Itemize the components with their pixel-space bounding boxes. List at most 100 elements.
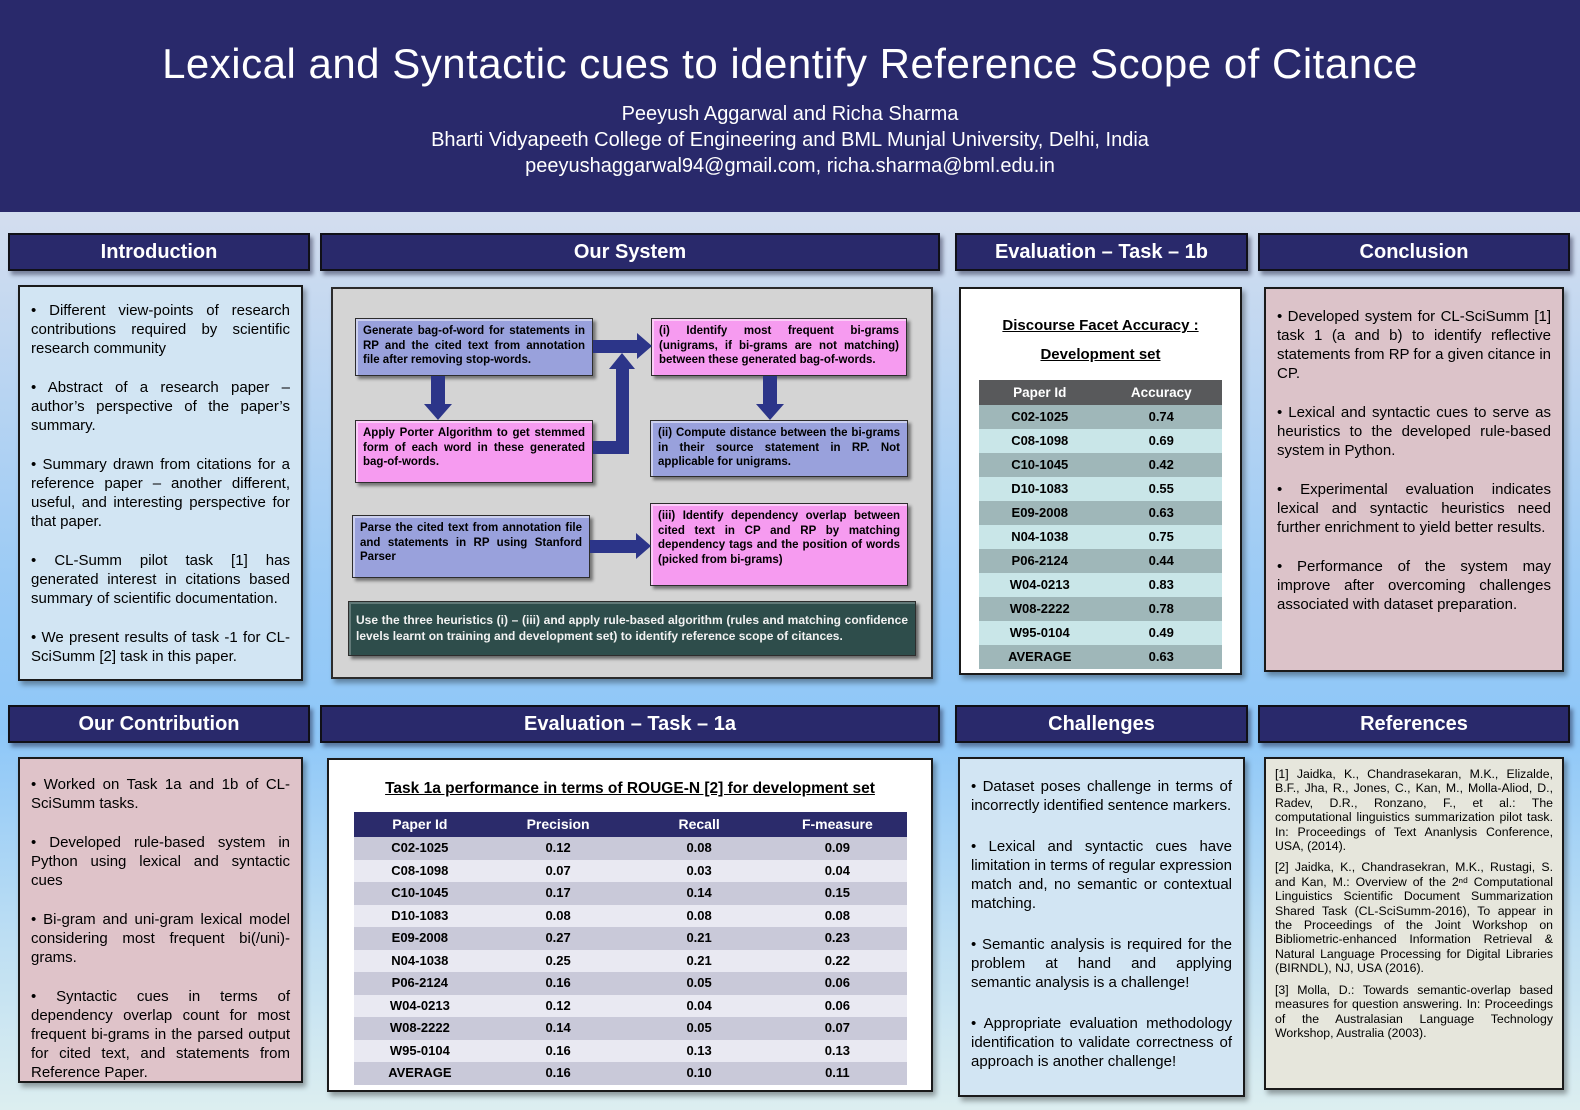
paper-id-cell: P06-2124 — [391, 975, 449, 990]
precision-cell: 0.17 — [545, 885, 571, 900]
challenges-bullet: • Dataset poses challenge in terms of in… — [971, 778, 1232, 814]
contribution-bullet: • Developed rule-based system in Python … — [31, 834, 290, 889]
evaluation-1b-panel: Discourse Facet Accuracy : Development s… — [959, 287, 1242, 675]
arrow-up-icon — [616, 369, 629, 454]
paper-id-cell: AVERAGE — [388, 1065, 452, 1080]
flow-step-dependency-overlap: (iii) Identify dependency overlap betwee… — [650, 503, 908, 586]
fmeasure-cell: 0.22 — [824, 952, 851, 968]
paper-id-cell: W04-0213 — [1009, 577, 1070, 592]
flow-step-compute-distance: (ii) Compute distance between the bi-gra… — [650, 420, 908, 477]
arrow-right-head-icon — [637, 333, 652, 359]
fmeasure-cell: 0.06 — [824, 975, 851, 990]
paper-id-cell: W95-0104 — [1009, 625, 1070, 640]
development-set-title: Development set — [1040, 346, 1161, 363]
precision-cell: 0.25 — [545, 952, 571, 968]
fmeasure-cell: 0.04 — [824, 862, 851, 878]
column-header-precision: Precision — [526, 816, 590, 832]
flow-step-stanford-parser: Parse the cited text from annotation fil… — [352, 515, 590, 578]
fmeasure-cell: 0.15 — [824, 885, 851, 900]
column-header-recall: Recall — [678, 816, 720, 832]
rouge-table-body: C02-1025 0.12 0.08 0.09 C08-1098 0.07 0.… — [353, 837, 907, 1085]
accuracy-cell: 0.49 — [1148, 625, 1174, 640]
challenges-bullet: • Semantic analysis is required for the … — [971, 936, 1232, 991]
paper-id-cell: W04-0213 — [389, 997, 450, 1013]
table-row: C08-1098 0.69 — [979, 429, 1222, 453]
arrow-right-icon — [593, 340, 639, 353]
recall-cell: 0.03 — [686, 862, 712, 878]
our-contribution-panel: • Worked on Task 1a and 1b of CL-SciSumm… — [18, 757, 303, 1083]
column-header-paper-id: Paper Id — [392, 816, 448, 832]
rouge-table-header: Paper Id Precision Recall F-measure — [353, 812, 907, 837]
recall-cell: 0.10 — [686, 1065, 712, 1080]
introduction-bullet: • Abstract of a research paper – author’… — [31, 379, 290, 434]
table-row: D10-1083 0.08 0.08 0.08 — [353, 904, 907, 927]
column-header-fmeasure: F-measure — [801, 816, 873, 832]
paper-id-cell: C02-1025 — [1011, 409, 1069, 424]
conclusion-bullet: • Performance of the system may improve … — [1277, 558, 1551, 613]
accuracy-cell: 0.78 — [1148, 601, 1174, 616]
table-row: C08-1098 0.07 0.03 0.04 — [353, 859, 907, 882]
paper-id-cell: D10-1083 — [391, 907, 449, 923]
accuracy-cell: 0.69 — [1148, 433, 1174, 448]
rouge-table: Paper Id Precision Recall F-measure C02-… — [353, 812, 907, 1085]
poster-title: Lexical and Syntactic cues to identify R… — [162, 40, 1418, 87]
arrow-right-icon — [590, 540, 636, 553]
paper-id-cell: C10-1045 — [1011, 457, 1069, 472]
column-header-paper-id: Paper Id — [1013, 385, 1067, 400]
paper-id-cell: N04-1038 — [1011, 529, 1069, 544]
fmeasure-cell: 0.23 — [824, 930, 851, 945]
accuracy-cell: 0.63 — [1148, 649, 1174, 664]
table-row: P06-2124 0.44 — [979, 549, 1222, 573]
poster-authors: Peeyush Aggarwal and Richa Sharma — [621, 103, 959, 125]
paper-id-cell: N04-1038 — [391, 952, 449, 968]
challenges-bullet: • Appropriate evaluation methodology ide… — [971, 1015, 1232, 1070]
poster-header: Lexical and Syntactic cues to identify R… — [0, 0, 1580, 212]
flow-step-identify-bigrams: (i) Identify most frequent bi-grams (uni… — [651, 318, 907, 376]
section-header-evaluation-1a: Evaluation – Task – 1a — [320, 705, 940, 743]
table-row: W04-0213 0.83 — [979, 573, 1222, 597]
precision-cell: 0.08 — [545, 907, 571, 923]
precision-cell: 0.12 — [545, 997, 571, 1013]
challenges-panel: • Dataset poses challenge in terms of in… — [958, 757, 1245, 1097]
arrow-down-head-icon — [424, 404, 452, 420]
evaluation-1a-panel: Task 1a performance in terms of ROUGE-N … — [327, 758, 933, 1092]
precision-cell: 0.16 — [545, 975, 571, 990]
arrow-right-head-icon — [636, 533, 651, 559]
column-header-accuracy: Accuracy — [1130, 385, 1192, 400]
introduction-bullet: • CL-Summ pilot task [1] has generated i… — [31, 552, 290, 607]
conclusion-bullet: • Developed system for CL-SciSumm [1] ta… — [1277, 308, 1552, 382]
section-header-conclusion: Conclusion — [1258, 233, 1570, 271]
paper-id-cell: C02-1025 — [391, 840, 449, 855]
arrow-down-head-icon — [756, 404, 784, 420]
table-row: W95-0104 0.16 0.13 0.13 — [353, 1039, 907, 1062]
accuracy-table-header: Paper Id Accuracy — [979, 380, 1222, 405]
references-panel: [1] Jaidka, K., Chandrasekaran, M.K., El… — [1264, 757, 1564, 1090]
conclusion-bullet: • Experimental evaluation indicates lexi… — [1277, 481, 1551, 536]
arrow-down-icon — [431, 376, 445, 404]
table-row: D10-1083 0.55 — [979, 477, 1222, 501]
fmeasure-cell: 0.13 — [824, 1042, 851, 1058]
fmeasure-cell: 0.06 — [824, 997, 851, 1013]
recall-cell: 0.04 — [686, 997, 712, 1013]
accuracy-cell: 0.75 — [1148, 529, 1174, 544]
table-row: C10-1045 0.17 0.14 0.15 — [353, 882, 907, 905]
recall-cell: 0.14 — [686, 885, 712, 900]
paper-id-cell: P06-2124 — [1011, 553, 1068, 568]
section-header-introduction: Introduction — [8, 233, 310, 271]
accuracy-table-body: C02-1025 0.74 C08-1098 0.69 C10-1045 0.4… — [979, 405, 1222, 669]
accuracy-cell: 0.44 — [1148, 553, 1174, 568]
fmeasure-cell: 0.07 — [824, 1020, 851, 1035]
reference-item: [1] Jaidka, K., Chandrasekaran, M.K., El… — [1275, 767, 1553, 854]
accuracy-cell: 0.42 — [1148, 457, 1174, 472]
conclusion-panel: • Developed system for CL-SciSumm [1] ta… — [1264, 287, 1564, 672]
table-row: N04-1038 0.75 — [979, 525, 1222, 549]
discourse-facet-accuracy-title: Discourse Facet Accuracy : — [1002, 317, 1199, 334]
poster-affiliation: Bharti Vidyapeeth College of Engineering… — [431, 129, 1149, 151]
recall-cell: 0.13 — [686, 1042, 712, 1058]
paper-id-cell: E09-2008 — [1011, 505, 1068, 520]
paper-id-cell: C08-1098 — [1011, 433, 1069, 448]
paper-id-cell: E09-2008 — [391, 930, 449, 945]
table-row: P06-2124 0.16 0.05 0.06 — [353, 972, 907, 995]
fmeasure-cell: 0.08 — [824, 907, 851, 923]
recall-cell: 0.21 — [686, 930, 712, 945]
